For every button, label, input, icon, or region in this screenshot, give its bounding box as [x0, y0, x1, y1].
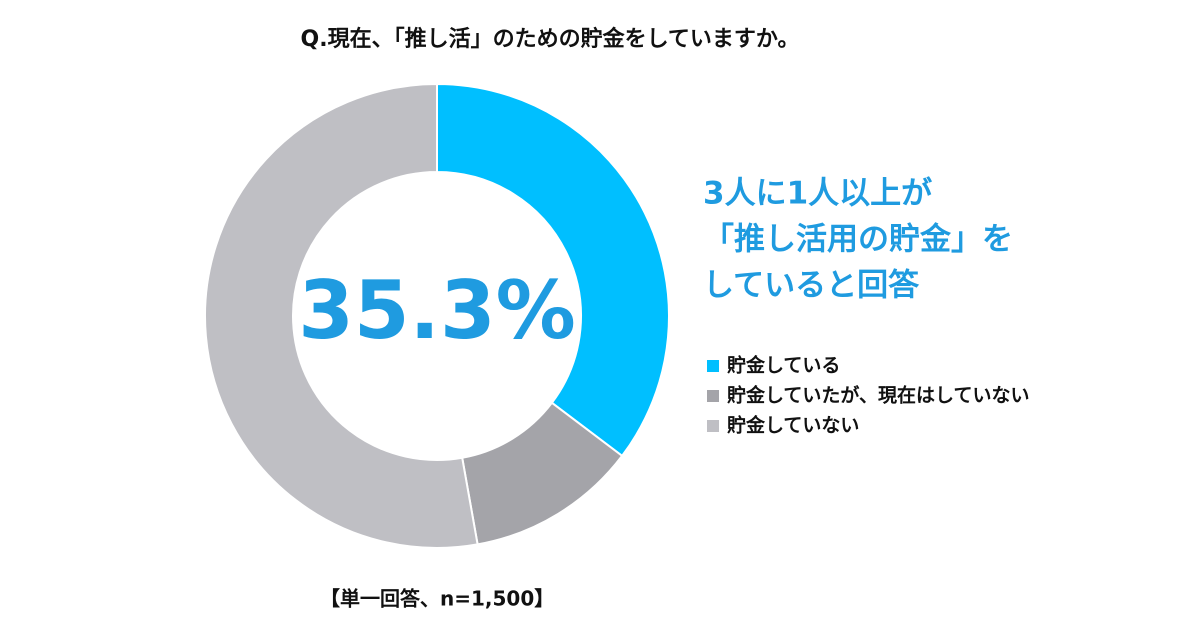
note: 【単一回答、n=1,500】 — [320, 587, 554, 611]
annotation-line: していると回答 — [703, 268, 920, 304]
donut-segment — [204, 82, 479, 549]
annotation-line: 「推し活用の貯金」を — [703, 222, 1013, 258]
legend-swatch — [707, 390, 719, 402]
annotation-line: 3人に1人以上が — [703, 176, 932, 212]
legend-swatch — [707, 360, 719, 372]
legend-label: 貯金していない — [727, 414, 859, 437]
legend-swatch — [707, 420, 719, 432]
donut-segment — [436, 82, 670, 458]
center-label: 35.3% — [298, 264, 576, 357]
legend-label: 貯金している — [727, 354, 840, 377]
chart-title: Q.現在、「推し活」のための貯金をしていますか。 — [301, 26, 800, 52]
legend-label: 貯金していたが、現在はしていない — [727, 384, 1029, 407]
